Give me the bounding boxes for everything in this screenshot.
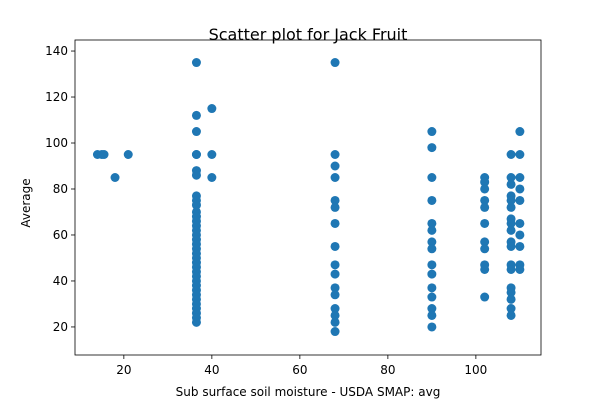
point [480,195,490,205]
point [191,170,201,180]
plot-frame [74,39,542,356]
point [330,283,340,293]
point [330,172,340,182]
point [427,237,437,247]
point [207,150,217,160]
y-tick-label: 80 [53,182,68,196]
point [330,195,340,205]
point [330,290,340,300]
point [506,294,516,304]
point [191,127,201,137]
point [330,310,340,320]
y-tick-label: 120 [45,90,68,104]
point [191,200,201,210]
x-tick-label: 40 [204,363,219,377]
point [480,237,490,247]
point [191,110,201,120]
point [506,264,516,274]
point [515,241,525,251]
point [515,172,525,182]
point [427,172,437,182]
point [427,143,437,153]
point [427,292,437,302]
y-tick-label: 20 [53,320,68,334]
point [427,269,437,279]
point [110,172,120,182]
point [330,202,340,212]
point [191,317,201,327]
point [99,150,109,160]
point [330,317,340,327]
x-tick-label: 20 [116,363,131,377]
point [480,184,490,194]
point [427,127,437,137]
point [330,269,340,279]
chart-title: Scatter plot for Jack Fruit [209,25,408,44]
point [515,127,525,137]
point [480,244,490,254]
point [515,230,525,240]
x-tick-label: 80 [380,363,395,377]
point [427,260,437,270]
y-tick-label: 40 [53,274,68,288]
point [427,225,437,235]
point [480,177,490,187]
point [515,184,525,194]
point [515,218,525,228]
point [191,58,201,68]
point [330,260,340,270]
point [506,179,516,189]
point [330,304,340,314]
point [506,287,516,297]
x-tick-label: 60 [292,363,307,377]
point [506,195,516,205]
point [506,241,516,251]
point [330,241,340,251]
point [506,225,516,235]
point [207,172,217,182]
point [515,195,525,205]
y-tick-label: 100 [45,136,68,150]
point [480,202,490,212]
x-tick-label: 100 [464,363,487,377]
point [427,218,437,228]
y-axis-label: Average [19,178,33,227]
point [427,304,437,314]
point [330,327,340,337]
point [330,58,340,68]
point [515,264,525,274]
point [506,304,516,314]
point [506,218,516,228]
point [480,292,490,302]
point [480,264,490,274]
point [427,244,437,254]
point [207,104,217,114]
point [506,202,516,212]
y-tick-label: 140 [45,44,68,58]
point [427,195,437,205]
point [506,310,516,320]
y-tick-label: 60 [53,228,68,242]
point [427,283,437,293]
point [506,172,516,182]
point [330,218,340,228]
point [427,310,437,320]
point [480,218,490,228]
point [330,150,340,160]
point [506,150,516,160]
x-axis-label: Sub surface soil moisture - USDA SMAP: a… [176,385,441,399]
point [427,322,437,332]
point [123,150,133,160]
point [515,150,525,160]
point [191,150,201,160]
point [330,161,340,171]
